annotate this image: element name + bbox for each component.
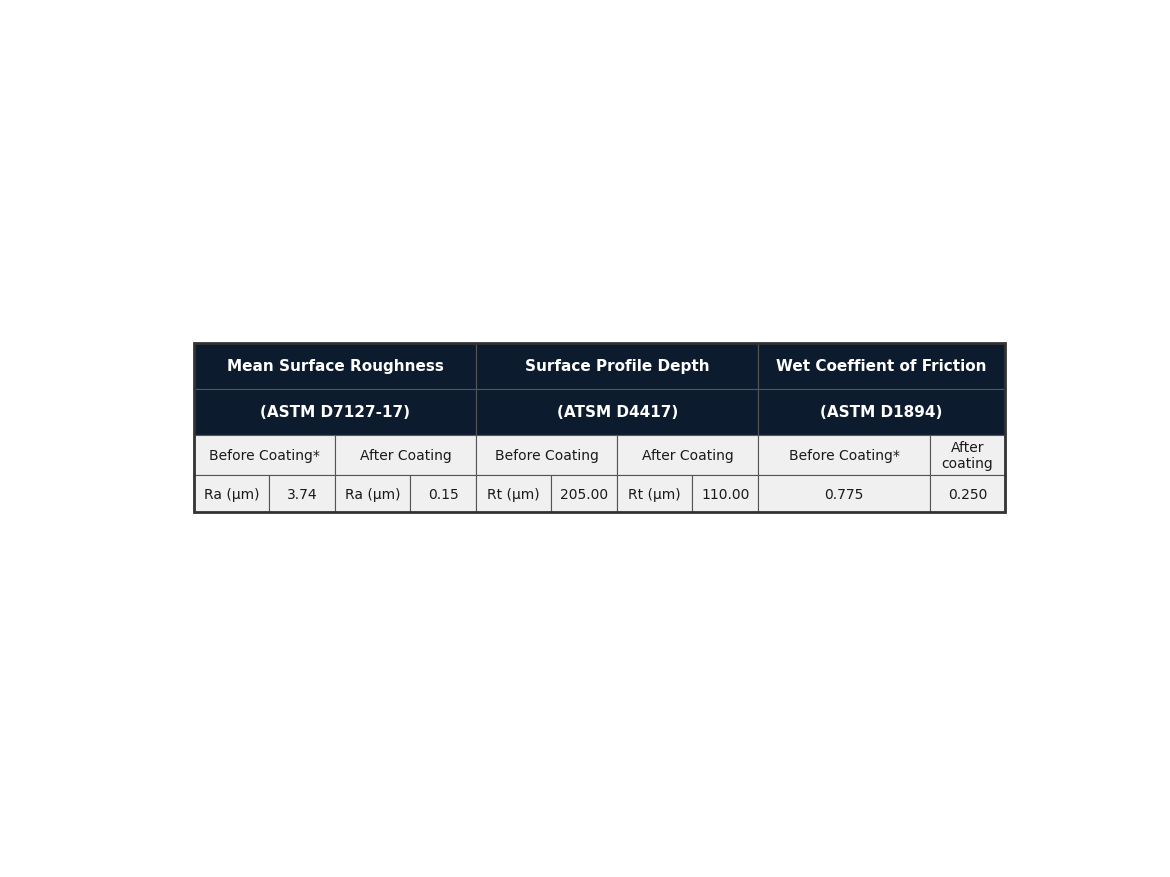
Text: Rt (μm): Rt (μm) <box>628 488 681 502</box>
Bar <box>551 475 618 513</box>
Text: After Coating: After Coating <box>360 448 452 462</box>
Bar <box>930 475 1005 513</box>
Text: Rt (μm): Rt (μm) <box>488 488 541 502</box>
Bar <box>758 475 930 513</box>
Text: Ra (μm): Ra (μm) <box>204 488 260 502</box>
Bar <box>411 475 476 513</box>
Bar <box>336 435 476 475</box>
Bar <box>930 435 1005 475</box>
Text: Before Coating*: Before Coating* <box>209 448 321 462</box>
Bar <box>758 435 930 475</box>
Text: 0.15: 0.15 <box>428 488 459 502</box>
Text: Before Coating*: Before Coating* <box>789 448 900 462</box>
Bar <box>194 475 269 513</box>
Text: 0.250: 0.250 <box>948 488 987 502</box>
Text: 3.74: 3.74 <box>287 488 317 502</box>
Text: Surface Profile Depth: Surface Profile Depth <box>525 359 709 374</box>
Bar <box>269 475 336 513</box>
Bar <box>476 435 618 475</box>
Bar <box>336 475 411 513</box>
Bar <box>618 475 693 513</box>
Bar <box>476 344 758 389</box>
Bar <box>194 435 336 475</box>
Bar <box>194 389 476 435</box>
Bar <box>758 344 1005 389</box>
Text: Ra (μm): Ra (μm) <box>345 488 400 502</box>
Bar <box>758 389 1005 435</box>
Bar <box>194 344 476 389</box>
Text: After Coating: After Coating <box>642 448 734 462</box>
Text: Wet Coeffient of Friction: Wet Coeffient of Friction <box>777 359 986 374</box>
Bar <box>476 475 551 513</box>
Bar <box>618 435 758 475</box>
Text: 110.00: 110.00 <box>701 488 749 502</box>
Text: 0.775: 0.775 <box>825 488 863 502</box>
Text: Before Coating: Before Coating <box>495 448 599 462</box>
Text: Mean Surface Roughness: Mean Surface Roughness <box>227 359 443 374</box>
Bar <box>194 344 1005 513</box>
Bar <box>476 389 758 435</box>
Text: (ASTM D1894): (ASTM D1894) <box>820 404 943 420</box>
Text: (ASTM D7127-17): (ASTM D7127-17) <box>260 404 411 420</box>
Text: (ATSM D4417): (ATSM D4417) <box>557 404 677 420</box>
Bar <box>693 475 758 513</box>
Text: 205.00: 205.00 <box>560 488 608 502</box>
Text: After
coating: After coating <box>942 440 993 470</box>
